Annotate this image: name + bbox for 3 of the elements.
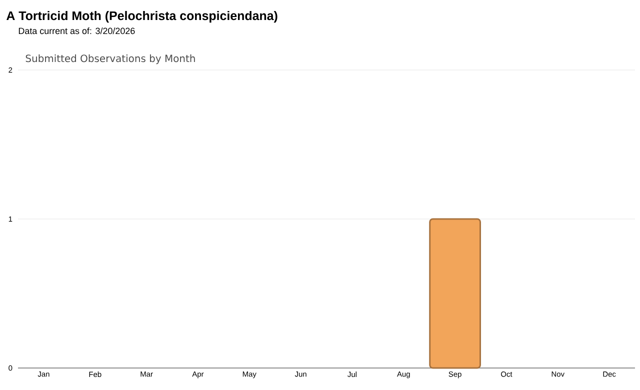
chart-title: A Tortricid Moth (Pelochrista conspiciendana) [6, 10, 278, 23]
chart-subtitle: Data current as of: 3/20/2026 [18, 28, 135, 34]
text: Submitted Observations by Month [26, 54, 195, 64]
